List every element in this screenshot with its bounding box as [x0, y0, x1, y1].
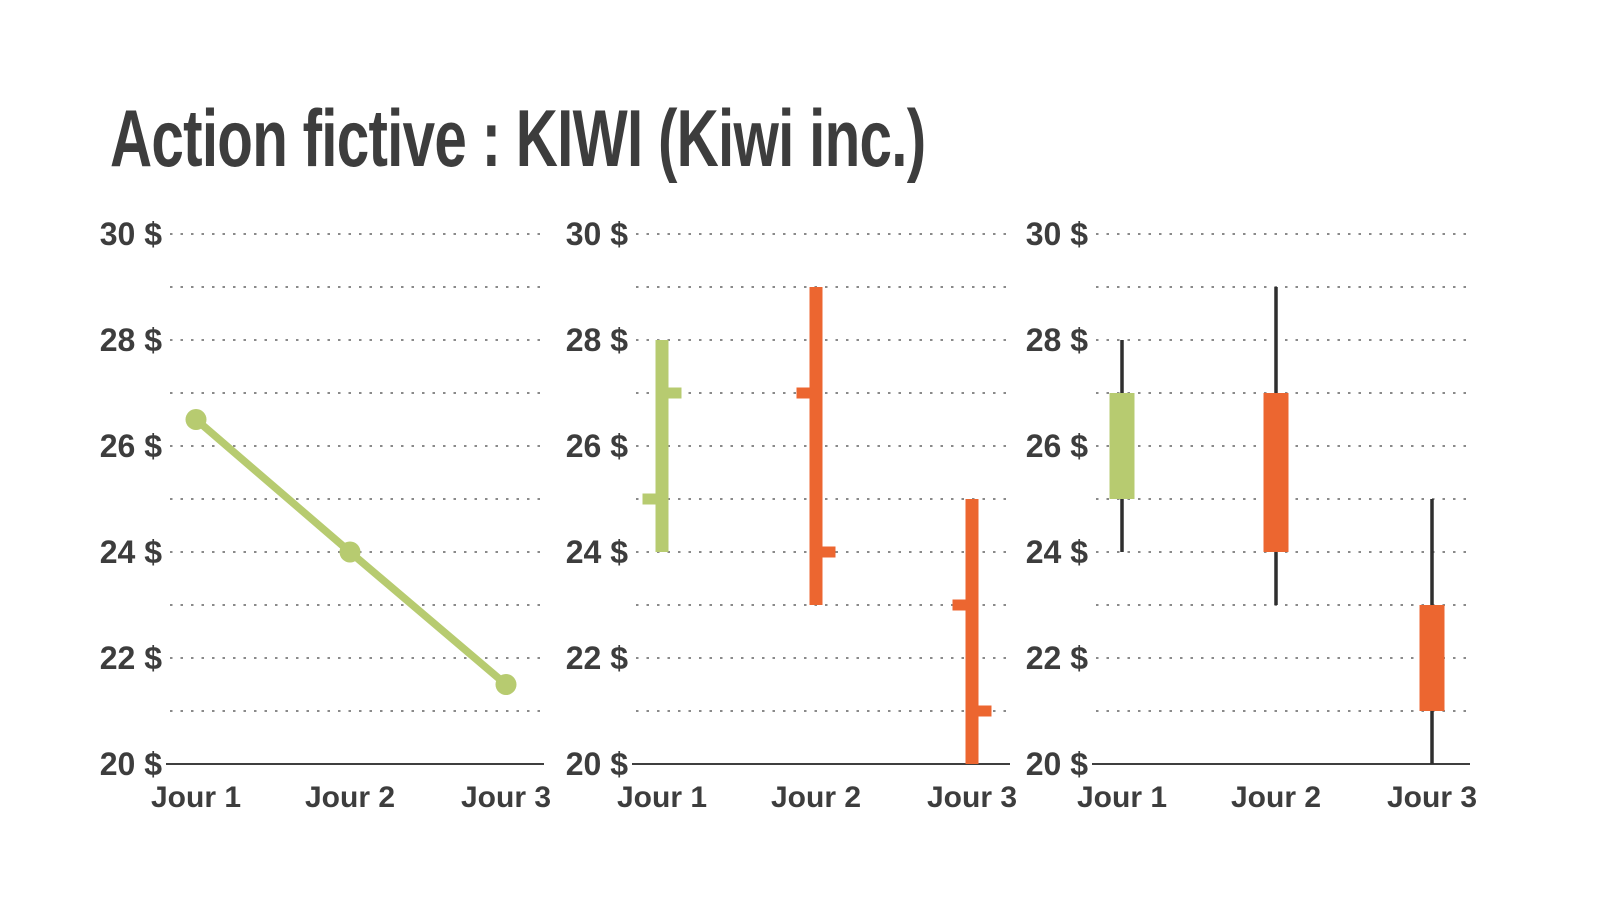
y-axis-label: 22 $	[566, 640, 628, 676]
ohlc-close-tick	[970, 705, 992, 717]
y-axis-label: 30 $	[566, 216, 628, 252]
y-axis-label: 20 $	[100, 746, 162, 782]
y-axis-label: 24 $	[566, 534, 628, 570]
candle-body	[1109, 393, 1135, 499]
x-axis-label: Jour 1	[617, 781, 707, 814]
ohlc-range-bar	[809, 287, 823, 605]
x-axis-label: Jour 3	[461, 781, 551, 814]
y-axis-label: 26 $	[566, 428, 628, 464]
y-axis-label: 26 $	[1026, 428, 1088, 464]
ohlc-bar-chart-svg: 30 $ 28 $ 26 $ 24 $ 22 $ 20 $Jour 1 Jour 2 Jour…	[566, 216, 1017, 814]
ohlc-close-tick	[660, 387, 682, 399]
x-axis-label: Jour 1	[151, 781, 241, 814]
x-axis-label: Jour 2	[305, 781, 395, 814]
line-series-point	[185, 409, 207, 430]
x-axis-label: Jour 3	[1387, 781, 1477, 814]
candle-body	[1263, 393, 1289, 552]
line-series-point	[339, 541, 361, 563]
ohlc-range-bar	[965, 499, 979, 764]
candlestick-chart-svg: 30 $ 28 $ 26 $ 24 $ 22 $ 20 $Jour 1 Jour 2 Jour…	[1026, 216, 1477, 814]
line-chart-panel: 30 $ 28 $ 26 $ 24 $ 22 $ 20 $ Jour 1 Jour 2 Jour…	[92, 210, 572, 870]
chart-title: Action fictive : KIWI (Kiwi inc.)	[110, 94, 926, 184]
y-axis-label: 20 $	[1026, 746, 1088, 782]
ohlc-chart-panel: 30 $ 28 $ 26 $ 24 $ 22 $ 20 $ Jour 1 Jour 2 Jour…	[558, 210, 1038, 870]
y-axis-label: 26 $	[100, 428, 162, 464]
price-line-chart-svg: 30 $ 28 $ 26 $ 24 $ 22 $ 20 $Jour 1 Jour 2 Jour…	[100, 216, 551, 814]
candlestick-chart-panel: 30 $ 28 $ 26 $ 24 $ 22 $ 20 $ Jour 1 Jour 2 Jour…	[1018, 210, 1498, 870]
y-axis-label: 28 $	[1026, 322, 1088, 358]
ohlc-close-tick	[814, 546, 836, 558]
x-axis-label: Jour 2	[1231, 781, 1321, 814]
line-series-point	[495, 674, 517, 695]
x-axis-label: Jour 1	[1077, 781, 1167, 814]
x-axis-label: Jour 3	[927, 781, 1017, 814]
y-axis-label: 22 $	[1026, 640, 1088, 676]
y-axis-label: 24 $	[100, 534, 162, 570]
y-axis-label: 30 $	[100, 216, 162, 252]
y-axis-label: 20 $	[566, 746, 628, 782]
candle-body	[1419, 605, 1445, 711]
ohlc-range-bar	[655, 340, 669, 552]
x-axis-label: Jour 2	[771, 781, 861, 814]
y-axis-label: 28 $	[566, 322, 628, 358]
y-axis-label: 22 $	[100, 640, 162, 676]
y-axis-label: 28 $	[100, 322, 162, 358]
y-axis-label: 30 $	[1026, 216, 1088, 252]
ohlc-open-tick	[796, 387, 818, 399]
y-axis-label: 24 $	[1026, 534, 1088, 570]
ohlc-open-tick	[642, 493, 664, 505]
ohlc-open-tick	[952, 599, 974, 611]
